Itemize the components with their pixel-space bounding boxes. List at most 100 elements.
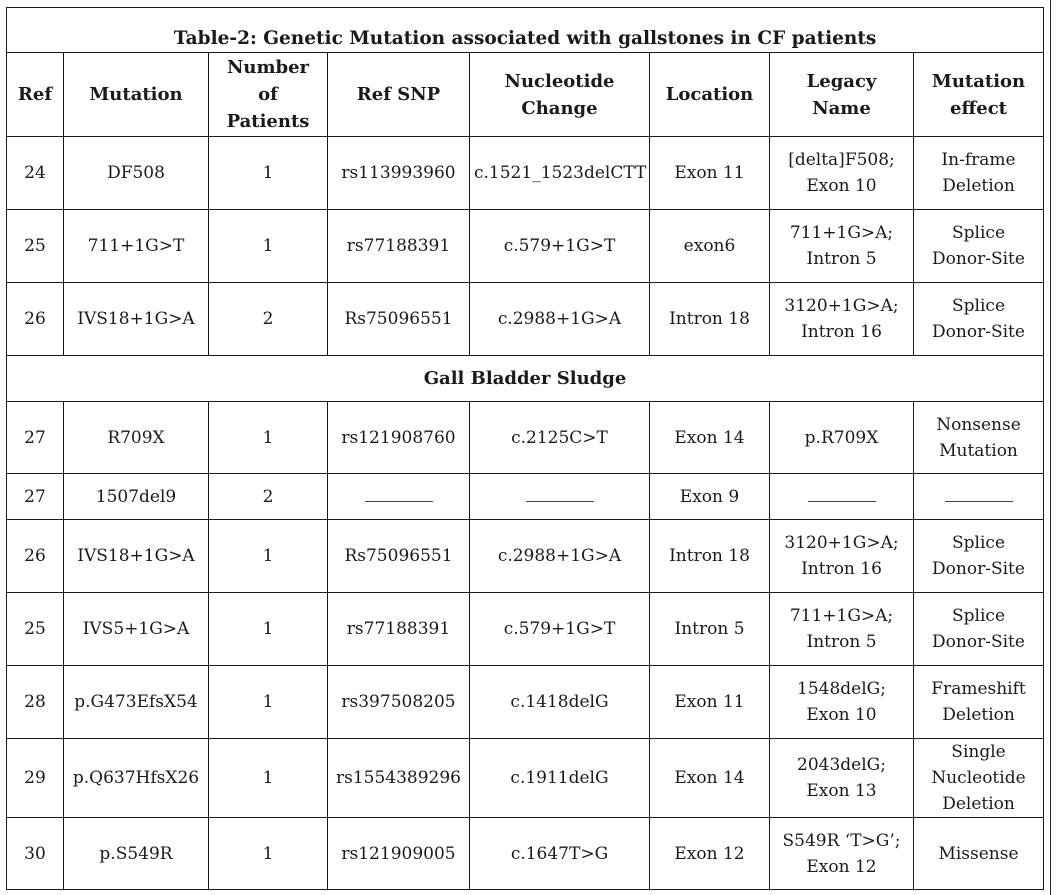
- ref-cell: 26: [6, 519, 64, 593]
- legacy-name-cell: p.R709X: [769, 401, 914, 474]
- header-location: Location: [649, 52, 770, 137]
- ref-snp-cell: Rs75096551: [327, 519, 470, 593]
- patients-cell: 2: [208, 473, 328, 520]
- legacy-name-cell: 1548delG; Exon 10: [769, 665, 914, 739]
- legacy-name-cell: 711+1G>A; Intron 5: [769, 592, 914, 666]
- legacy-name-cell: 711+1G>A; Intron 5: [769, 209, 914, 283]
- ref-snp-cell: rs77188391: [327, 209, 470, 283]
- nucleotide-change-cell: c.2988+1G>A: [469, 519, 650, 593]
- gallstones-rows: 24 DF508 1 rs113993960 c.1521_1523delCTT Exon…: [6, 136, 1045, 356]
- ref-cell: 26: [6, 282, 64, 356]
- ref-snp-cell: [327, 473, 470, 520]
- ref-cell: 27: [6, 473, 64, 520]
- mutation-cell: 1507del9: [63, 473, 209, 520]
- table-row: 30 p.S549R 1 rs121909005 c.1647T>G Exon 12 S54…: [6, 817, 1045, 890]
- ref-snp-cell: rs397508205: [327, 665, 470, 739]
- table-row: 25 IVS5+1G>A 1 rs77188391 c.579+1G>T Intron 5…: [6, 592, 1045, 666]
- nucleotide-change-cell: c.1521_1523delCTT: [469, 136, 650, 210]
- mutation-cell: R709X: [63, 401, 209, 474]
- empty-value-line: [807, 487, 876, 502]
- ref-cell: 25: [6, 592, 64, 666]
- location-cell: exon6: [649, 209, 770, 283]
- sludge-rows: 27 R709X 1 rs121908760 c.2125C>T Exon 14 p.R70…: [6, 401, 1045, 890]
- table-row: 24 DF508 1 rs113993960 c.1521_1523delCTT Exon…: [6, 136, 1045, 210]
- ref-cell: 30: [6, 817, 64, 890]
- ref-cell: 27: [6, 401, 64, 474]
- table-row: 27 1507del9 2 Exon 9: [6, 473, 1045, 520]
- table-row: 29 p.Q637HfsX26 1 rs1554389296 c.1911delG Exo…: [6, 738, 1045, 818]
- legacy-name-cell: 3120+1G>A; Intron 16: [769, 282, 914, 356]
- nucleotide-change-cell: c.579+1G>T: [469, 592, 650, 666]
- ref-snp-cell: rs113993960: [327, 136, 470, 210]
- empty-value-line: [525, 487, 594, 502]
- ref-snp-cell: rs1554389296: [327, 738, 470, 818]
- mutation-effect-cell: In-frame Deletion: [912, 136, 1045, 210]
- mutation-cell: IVS18+1G>A: [63, 519, 209, 593]
- mutation-effect-cell: Single Nucleotide Deletion: [912, 738, 1045, 818]
- header-mutation-effect: Mutation effect: [912, 52, 1045, 137]
- patients-cell: 1: [208, 665, 328, 739]
- mutation-effect-cell: Splice Donor-Site: [912, 282, 1045, 356]
- nucleotide-change-cell: c.579+1G>T: [469, 209, 650, 283]
- location-cell: Exon 14: [649, 738, 770, 818]
- location-cell: Intron 18: [649, 282, 770, 356]
- mutation-cell: p.G473EfsX54: [63, 665, 209, 739]
- location-cell: Exon 9: [649, 473, 770, 520]
- mutation-cell: IVS5+1G>A: [63, 592, 209, 666]
- nucleotide-change-cell: c.2125C>T: [469, 401, 650, 474]
- table-title: Table-2: Genetic Mutation associated wit…: [5, 7, 1045, 53]
- patients-cell: 1: [208, 401, 328, 474]
- nucleotide-change-cell: c.1911delG: [469, 738, 650, 818]
- header-legacy-name: Legacy Name: [769, 52, 914, 137]
- ref-cell: 28: [6, 665, 64, 739]
- location-cell: Exon 11: [649, 665, 770, 739]
- patients-cell: 1: [208, 592, 328, 666]
- mutation-cell: DF508: [63, 136, 209, 210]
- nucleotide-change-cell: c.1647T>G: [469, 817, 650, 890]
- table-row: 28 p.G473EfsX54 1 rs397508205 c.1418delG Exon…: [6, 665, 1045, 739]
- patients-cell: 2: [208, 282, 328, 356]
- mutation-effect-cell: Frameshift Deletion: [912, 665, 1045, 739]
- mutation-effect-cell: Splice Donor-Site: [912, 209, 1045, 283]
- patients-cell: 1: [208, 817, 328, 890]
- mutation-cell: p.Q637HfsX26: [63, 738, 209, 818]
- patients-cell: 1: [208, 209, 328, 283]
- header-row: Ref Mutation Number of Patients Ref SNP Nucl…: [6, 52, 1045, 137]
- table-row: 27 R709X 1 rs121908760 c.2125C>T Exon 14 p.R70…: [6, 401, 1045, 474]
- mutation-cell: 711+1G>T: [63, 209, 209, 283]
- legacy-name-cell: [769, 473, 914, 520]
- empty-value-line: [944, 487, 1013, 502]
- mutation-effect-cell: Splice Donor-Site: [912, 519, 1045, 593]
- header-ref: Ref: [6, 52, 64, 137]
- header-ref-snp: Ref SNP: [327, 52, 470, 137]
- ref-snp-cell: Rs75096551: [327, 282, 470, 356]
- section-row: Gall Bladder Sludge: [5, 355, 1045, 402]
- ref-cell: 25: [6, 209, 64, 283]
- location-cell: Exon 14: [649, 401, 770, 474]
- mutation-effect-cell: [912, 473, 1045, 520]
- header-patients: Number of Patients: [208, 52, 328, 137]
- location-cell: Exon 11: [649, 136, 770, 210]
- empty-value-line: [364, 487, 433, 502]
- legacy-name-cell: 2043delG; Exon 13: [769, 738, 914, 818]
- table-row: 26 IVS18+1G>A 1 Rs75096551 c.2988+1G>A Intron…: [6, 519, 1045, 593]
- title-row: Table-2: Genetic Mutation associated wit…: [5, 7, 1045, 53]
- mutation-effect-cell: Missense: [912, 817, 1045, 890]
- patients-cell: 1: [208, 519, 328, 593]
- ref-snp-cell: rs77188391: [327, 592, 470, 666]
- nucleotide-change-cell: c.1418delG: [469, 665, 650, 739]
- ref-cell: 24: [6, 136, 64, 210]
- page-border-line: [1050, 0, 1051, 895]
- ref-cell: 29: [6, 738, 64, 818]
- mutation-cell: p.S549R: [63, 817, 209, 890]
- nucleotide-change-cell: [469, 473, 650, 520]
- table-row: 26 IVS18+1G>A 2 Rs75096551 c.2988+1G>A Intron…: [6, 282, 1045, 356]
- section-label: Gall Bladder Sludge: [5, 355, 1045, 402]
- table-row: 25 711+1G>T 1 rs77188391 c.579+1G>T exon6 711+…: [6, 209, 1045, 283]
- patients-cell: 1: [208, 738, 328, 818]
- nucleotide-change-cell: c.2988+1G>A: [469, 282, 650, 356]
- mutation-table: Table-2: Genetic Mutation associated wit…: [5, 7, 1045, 890]
- legacy-name-cell: 3120+1G>A; Intron 16: [769, 519, 914, 593]
- mutation-effect-cell: Splice Donor-Site: [912, 592, 1045, 666]
- header-mutation: Mutation: [63, 52, 209, 137]
